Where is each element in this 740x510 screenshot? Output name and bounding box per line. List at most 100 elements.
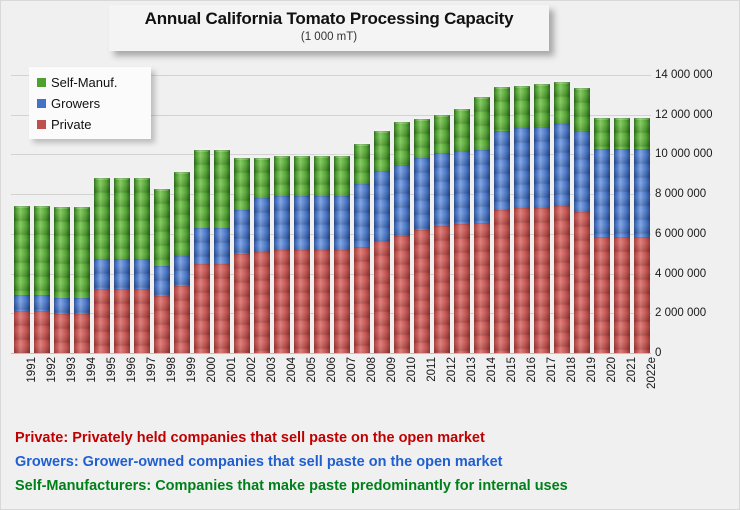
- bar-segment-self-manuf[interactable]: [494, 84, 510, 131]
- bar-segment-private[interactable]: [334, 249, 350, 353]
- bar-segment-private[interactable]: [174, 285, 190, 353]
- bar-segment-private[interactable]: [434, 225, 450, 353]
- bar-segment-private[interactable]: [634, 236, 650, 353]
- bar-segment-private[interactable]: [234, 253, 250, 353]
- bar-group[interactable]: [294, 154, 310, 353]
- bar-segment-self-manuf[interactable]: [294, 154, 310, 197]
- bar-group[interactable]: [594, 115, 610, 353]
- bar-group[interactable]: [614, 115, 630, 353]
- bar-segment-private[interactable]: [474, 222, 490, 353]
- bar-segment-self-manuf[interactable]: [374, 128, 390, 172]
- bar-segment-private[interactable]: [614, 236, 630, 353]
- bar-group[interactable]: [314, 154, 330, 353]
- bar-segment-self-manuf[interactable]: [354, 141, 370, 185]
- bar-group[interactable]: [14, 203, 30, 353]
- bar-segment-growers[interactable]: [634, 149, 650, 237]
- bar-segment-private[interactable]: [554, 206, 570, 353]
- bar-segment-self-manuf[interactable]: [474, 94, 490, 151]
- bar-segment-growers[interactable]: [514, 127, 530, 209]
- bar-segment-growers[interactable]: [614, 149, 630, 237]
- bar-group[interactable]: [274, 154, 290, 353]
- bar-segment-self-manuf[interactable]: [334, 154, 350, 197]
- bar-segment-self-manuf[interactable]: [574, 85, 590, 131]
- bar-segment-private[interactable]: [14, 310, 30, 353]
- bar-segment-growers[interactable]: [534, 126, 550, 209]
- bar-segment-growers[interactable]: [414, 158, 430, 230]
- legend-item-private[interactable]: Private: [37, 114, 145, 135]
- bar-group[interactable]: [554, 79, 570, 353]
- bar-segment-growers[interactable]: [94, 259, 110, 289]
- bar-segment-private[interactable]: [114, 288, 130, 353]
- bar-segment-self-manuf[interactable]: [594, 115, 610, 150]
- bar-group[interactable]: [54, 204, 70, 353]
- bar-group[interactable]: [394, 119, 410, 353]
- bar-segment-growers[interactable]: [594, 149, 610, 237]
- bar-segment-private[interactable]: [274, 249, 290, 353]
- bar-segment-growers[interactable]: [574, 130, 590, 213]
- bar-segment-self-manuf[interactable]: [234, 156, 250, 211]
- bar-group[interactable]: [134, 175, 150, 353]
- bar-segment-self-manuf[interactable]: [314, 154, 330, 197]
- bar-group[interactable]: [574, 85, 590, 353]
- bar-segment-growers[interactable]: [494, 130, 510, 211]
- bar-segment-growers[interactable]: [554, 123, 570, 207]
- bar-segment-private[interactable]: [374, 240, 390, 353]
- bar-segment-private[interactable]: [574, 212, 590, 353]
- bar-segment-self-manuf[interactable]: [214, 148, 230, 228]
- bar-group[interactable]: [514, 83, 530, 353]
- bar-segment-self-manuf[interactable]: [454, 106, 470, 152]
- bar-segment-private[interactable]: [394, 235, 410, 353]
- bar-segment-private[interactable]: [294, 249, 310, 353]
- bar-segment-private[interactable]: [534, 208, 550, 353]
- bar-segment-self-manuf[interactable]: [34, 203, 50, 296]
- bar-segment-growers[interactable]: [154, 266, 170, 297]
- bar-segment-private[interactable]: [194, 263, 210, 353]
- bar-segment-self-manuf[interactable]: [634, 115, 650, 150]
- bar-segment-self-manuf[interactable]: [174, 170, 190, 256]
- bar-segment-self-manuf[interactable]: [54, 204, 70, 299]
- bar-group[interactable]: [174, 170, 190, 353]
- bar-group[interactable]: [234, 156, 250, 353]
- bar-segment-growers[interactable]: [114, 259, 130, 289]
- bar-segment-private[interactable]: [314, 249, 330, 353]
- bar-segment-growers[interactable]: [14, 295, 30, 311]
- bar-segment-growers[interactable]: [134, 259, 150, 289]
- legend-item-self-manufacturers[interactable]: Self-Manuf.: [37, 72, 145, 93]
- bar-segment-private[interactable]: [154, 296, 170, 353]
- bar-segment-private[interactable]: [254, 251, 270, 353]
- bar-segment-self-manuf[interactable]: [514, 83, 530, 128]
- bar-segment-growers[interactable]: [274, 196, 290, 250]
- bar-segment-growers[interactable]: [334, 196, 350, 250]
- bar-segment-private[interactable]: [494, 210, 510, 353]
- bar-group[interactable]: [34, 203, 50, 353]
- bar-group[interactable]: [374, 128, 390, 353]
- bar-segment-growers[interactable]: [434, 153, 450, 226]
- bar-segment-private[interactable]: [414, 229, 430, 353]
- bar-segment-self-manuf[interactable]: [554, 79, 570, 124]
- bar-segment-growers[interactable]: [354, 184, 370, 247]
- bar-segment-growers[interactable]: [194, 227, 210, 264]
- bar-segment-private[interactable]: [74, 314, 90, 353]
- bar-group[interactable]: [474, 94, 490, 353]
- bar-group[interactable]: [494, 84, 510, 353]
- bar-segment-self-manuf[interactable]: [254, 156, 270, 199]
- bar-segment-growers[interactable]: [254, 198, 270, 252]
- bar-segment-growers[interactable]: [54, 298, 70, 315]
- bar-group[interactable]: [454, 106, 470, 353]
- bar-group[interactable]: [214, 148, 230, 353]
- bar-segment-self-manuf[interactable]: [74, 204, 90, 299]
- bar-group[interactable]: [354, 141, 370, 353]
- bar-group[interactable]: [414, 116, 430, 353]
- legend-item-growers[interactable]: Growers: [37, 93, 145, 114]
- bar-segment-self-manuf[interactable]: [394, 119, 410, 166]
- bar-segment-growers[interactable]: [374, 171, 390, 241]
- bar-segment-private[interactable]: [34, 310, 50, 353]
- bar-segment-private[interactable]: [454, 223, 470, 353]
- bar-segment-growers[interactable]: [234, 210, 250, 254]
- bar-group[interactable]: [334, 154, 350, 353]
- bar-segment-growers[interactable]: [394, 165, 410, 236]
- bar-segment-private[interactable]: [94, 288, 110, 353]
- bar-segment-growers[interactable]: [294, 196, 310, 250]
- bar-segment-self-manuf[interactable]: [534, 81, 550, 127]
- bar-group[interactable]: [154, 186, 170, 353]
